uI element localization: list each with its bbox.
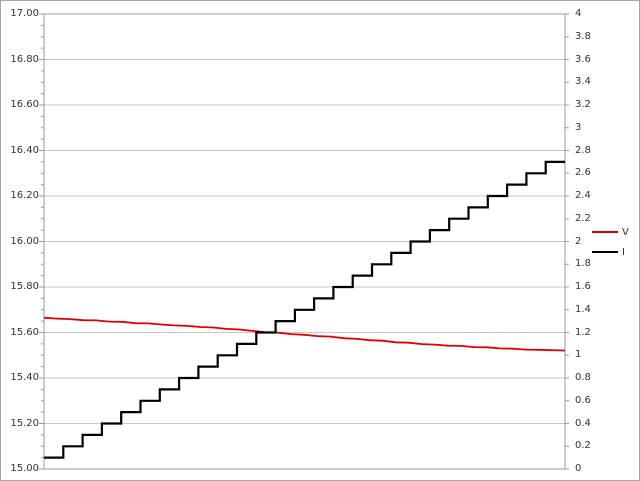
right-axis-tick-label: 2: [575, 235, 582, 247]
right-axis-tick-label: 0: [575, 463, 582, 474]
right-axis-tick-label: 1.8: [575, 258, 591, 270]
legend: V I: [592, 222, 629, 262]
right-axis-tick-label: 1.2: [575, 326, 591, 338]
right-axis-tick-label: 3.6: [575, 53, 591, 65]
right-axis-tick-label: 2.6: [575, 167, 591, 179]
legend-item-v[interactable]: V: [592, 222, 629, 242]
right-axis-tick-label: 3: [575, 121, 582, 133]
right-axis-tick-label: 2.8: [575, 144, 591, 156]
legend-label-i: I: [622, 246, 625, 258]
right-axis-tick-label: 3.2: [575, 99, 591, 110]
right-axis-tick-label: 1.6: [575, 281, 591, 292]
left-axis-tick-label: 16.80: [10, 53, 39, 65]
right-axis-tick-label: 0.2: [575, 440, 591, 452]
right-axis-tick-label: 3.4: [575, 76, 591, 88]
legend-label-v: V: [622, 226, 629, 238]
i-series-line-swatch: [592, 251, 618, 253]
left-axis-tick-label: 15.80: [10, 281, 39, 292]
left-axis-tick-label: 16.40: [10, 144, 39, 156]
i-series-line: [44, 160, 565, 459]
v-series-line: [43, 316, 566, 352]
right-axis-tick-label: 1: [575, 349, 582, 361]
legend-item-i[interactable]: I: [592, 242, 629, 262]
left-axis-tick-label: 16.20: [10, 190, 39, 201]
right-axis-tick-label: 0.4: [575, 417, 591, 429]
right-axis-tick-label: 2.4: [575, 190, 591, 201]
right-axis-tick-label: 3.8: [575, 30, 591, 42]
left-axis-tick-label: 15.40: [10, 372, 39, 383]
left-axis-tick-label: 15.20: [10, 417, 39, 429]
left-axis-tick-label: 16.00: [10, 235, 39, 247]
left-axis-tick-label: 15.60: [10, 326, 39, 338]
left-axis-tick-label: 17.00: [10, 8, 39, 19]
left-axis-tick-label: 16.60: [10, 99, 39, 110]
right-axis-tick-label: 1.4: [575, 303, 591, 315]
right-axis-tick-label: 2.2: [575, 212, 591, 224]
v-series-line-swatch: [592, 231, 618, 233]
left-axis-tick-label: 15.00: [10, 463, 39, 474]
right-axis-tick-label: 0.6: [575, 394, 591, 406]
right-axis-tick-label: 4: [575, 8, 582, 19]
right-axis-tick-label: 0.8: [575, 372, 591, 383]
